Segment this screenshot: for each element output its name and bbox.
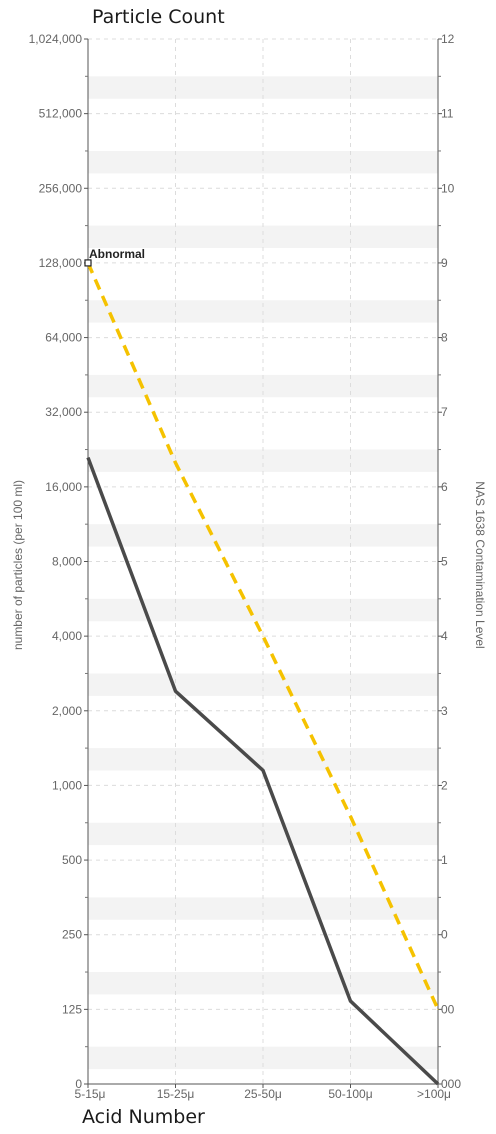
left-axis-ticks: 0 125 250 500 1,000 2,000 4,000 8,000 16,000 32,0… xyxy=(29,32,88,1091)
y2-tick-label: 8 xyxy=(441,331,448,345)
y-axis-title: number of particles (per 100 ml) xyxy=(11,480,25,650)
y-tick-label: 125 xyxy=(62,1002,82,1016)
annotations: Abnormal xyxy=(84,247,145,267)
y2-tick-label: 00 xyxy=(441,1002,455,1016)
series-point-2 xyxy=(437,1008,439,1010)
y-tick-label: 16,000 xyxy=(45,480,82,494)
y-tick-label: 512,000 xyxy=(39,107,83,121)
y-tick-label: 500 xyxy=(62,853,82,867)
y-tick-label: 0 xyxy=(75,1077,82,1091)
y-tick-label: 250 xyxy=(62,928,82,942)
y-tick-label: 32,000 xyxy=(45,405,82,419)
background-band xyxy=(88,673,438,696)
annotation-marker xyxy=(84,259,92,267)
y2-tick-label: 4 xyxy=(441,629,448,643)
y2-tick-label: 12 xyxy=(441,32,455,46)
series-point-1 xyxy=(262,769,264,771)
y-tick-label: 1,000 xyxy=(52,778,82,792)
y-tick-label: 128,000 xyxy=(39,256,83,270)
y2-tick-label: 1 xyxy=(441,853,448,867)
series-point-1 xyxy=(87,457,89,459)
y2-tick-label: 0 xyxy=(441,928,448,942)
x-tick-label: 50-100μ xyxy=(328,1087,372,1101)
x-tick-label: 5-15μ xyxy=(75,1087,106,1101)
chart-title: Particle Count xyxy=(92,6,225,28)
background-band xyxy=(88,897,438,920)
series-point-2 xyxy=(262,635,264,637)
y2-tick-label: 3 xyxy=(441,704,448,718)
annotation-label: Abnormal xyxy=(89,247,145,261)
series-point-1 xyxy=(350,1000,351,1002)
x-tick-label: 15-25μ xyxy=(157,1087,195,1101)
x-axis-title: Acid Number xyxy=(82,1106,205,1128)
y2-tick-label: 7 xyxy=(441,405,448,419)
y-tick-label: 256,000 xyxy=(39,181,83,195)
grid-lines xyxy=(88,38,438,1085)
x-tick-label: >100μ xyxy=(417,1087,451,1101)
y-tick-label: 8,000 xyxy=(52,555,82,569)
y2-tick-label: 9 xyxy=(441,256,448,270)
y2-axis-title: NAS 1638 Contamination Level xyxy=(473,481,487,648)
series-line-2 xyxy=(86,262,440,1011)
data-series xyxy=(86,262,440,1086)
series-point-2 xyxy=(350,815,351,817)
y2-tick-label: 000 xyxy=(441,1077,461,1091)
background-band xyxy=(88,449,438,472)
y2-tick-label: 6 xyxy=(441,480,448,494)
series-point-2 xyxy=(175,462,176,464)
background-band xyxy=(88,225,438,248)
y-tick-label: 2,000 xyxy=(52,704,82,718)
y-tick-label: 1,024,000 xyxy=(29,32,83,46)
y2-tick-label: 10 xyxy=(441,181,455,195)
y-tick-label: 4,000 xyxy=(52,629,82,643)
y-tick-label: 64,000 xyxy=(45,331,82,345)
series-point-1 xyxy=(175,690,176,692)
y2-tick-label: 2 xyxy=(441,778,448,792)
y2-tick-label: 5 xyxy=(441,555,448,569)
series-point-1 xyxy=(437,1083,439,1085)
y2-tick-label: 11 xyxy=(441,107,454,121)
x-axis-ticks: 5-15μ 15-25μ 25-50μ 50-100μ >100μ xyxy=(75,1084,451,1101)
x-tick-label: 25-50μ xyxy=(244,1087,282,1101)
